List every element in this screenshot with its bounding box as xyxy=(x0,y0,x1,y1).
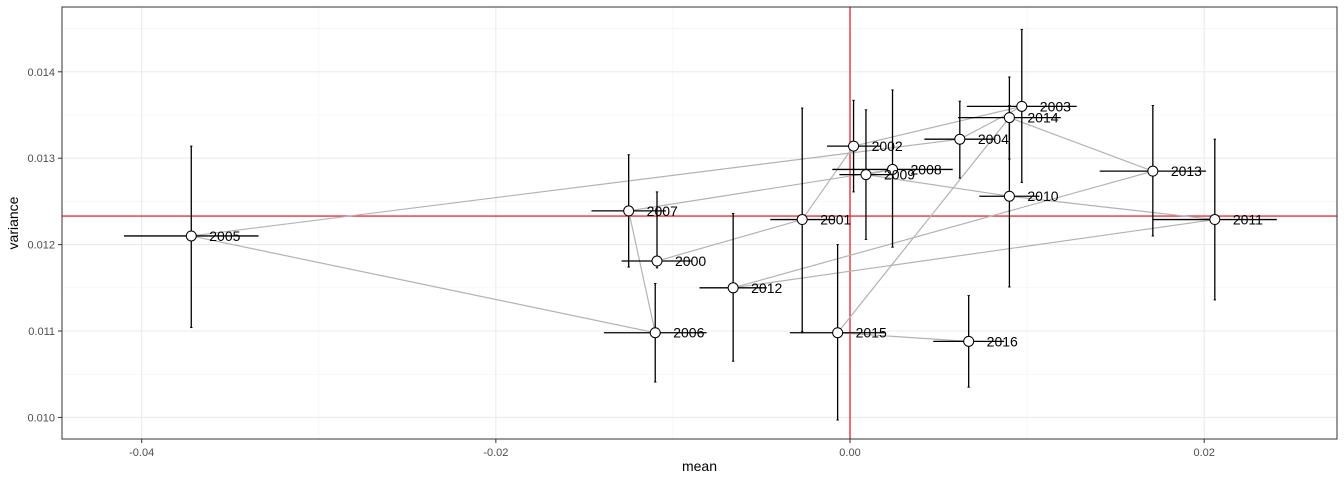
x-tick-label: 0.00 xyxy=(839,447,860,459)
grid-lines xyxy=(62,7,1337,439)
point-label-2014: 2014 xyxy=(1027,110,1058,126)
data-point-2016 xyxy=(963,335,975,347)
point-label-2004: 2004 xyxy=(978,131,1009,147)
data-points xyxy=(185,100,1221,347)
y-tick-label: 0.012 xyxy=(27,240,55,252)
x-tick-label: -0.04 xyxy=(129,447,154,459)
y-tick-label: 0.014 xyxy=(27,67,55,79)
data-point-2013 xyxy=(1147,165,1159,177)
y-tick-label: 0.011 xyxy=(28,326,55,338)
y-axis-title: variance xyxy=(5,196,21,249)
data-point-2010 xyxy=(1003,190,1015,202)
connecting-path xyxy=(191,105,1215,342)
data-point-2006 xyxy=(649,327,661,339)
point-label-2011: 2011 xyxy=(1233,212,1263,228)
data-point-2005 xyxy=(185,230,197,242)
panel-border xyxy=(61,6,1338,440)
point-label-2010: 2010 xyxy=(1027,188,1058,204)
point-label-2002: 2002 xyxy=(872,138,903,154)
x-axis-title: mean xyxy=(682,458,717,474)
point-label-2001: 2001 xyxy=(820,212,851,228)
point-label-2012: 2012 xyxy=(751,280,782,296)
point-label-2007: 2007 xyxy=(647,203,678,219)
series-path xyxy=(191,105,1215,342)
data-point-2001 xyxy=(796,214,808,226)
data-point-2000 xyxy=(651,255,663,267)
point-label-2015: 2015 xyxy=(856,325,887,341)
y-tick-label: 0.013 xyxy=(27,153,55,165)
data-point-2002 xyxy=(848,140,860,152)
point-label-2000: 2000 xyxy=(675,253,706,269)
reference-lines xyxy=(62,7,1337,439)
data-point-2015 xyxy=(832,327,844,339)
y-tick-label: 0.010 xyxy=(27,412,55,424)
data-point-2014 xyxy=(1003,112,1015,124)
point-label-2016: 2016 xyxy=(987,333,1018,349)
point-label-2013: 2013 xyxy=(1171,163,1202,179)
point-label-2003: 2003 xyxy=(1040,98,1071,114)
point-label-2006: 2006 xyxy=(673,325,704,341)
point-label-2009: 2009 xyxy=(884,167,915,183)
point-label-2005: 2005 xyxy=(209,228,240,244)
x-tick-label: 0.02 xyxy=(1193,447,1214,459)
point-labels: 2000 2001 2002 2003 2004 2005 2006 2007 20082009… xyxy=(209,98,1263,349)
data-point-2004 xyxy=(954,133,966,145)
data-point-2008 xyxy=(887,163,899,175)
data-point-2011 xyxy=(1209,214,1221,226)
axes: -0.04 -0.02 0.00 0.02 0.010 0.011 0.012 0.013 0.… xyxy=(27,67,1214,459)
point-label-2008: 2008 xyxy=(911,161,942,177)
data-point-2009 xyxy=(860,169,872,181)
data-point-2012 xyxy=(727,282,739,294)
x-tick-label: -0.02 xyxy=(483,447,508,459)
data-point-2007 xyxy=(623,205,635,217)
error-bars xyxy=(123,28,1277,421)
data-point-2003 xyxy=(1016,100,1028,112)
